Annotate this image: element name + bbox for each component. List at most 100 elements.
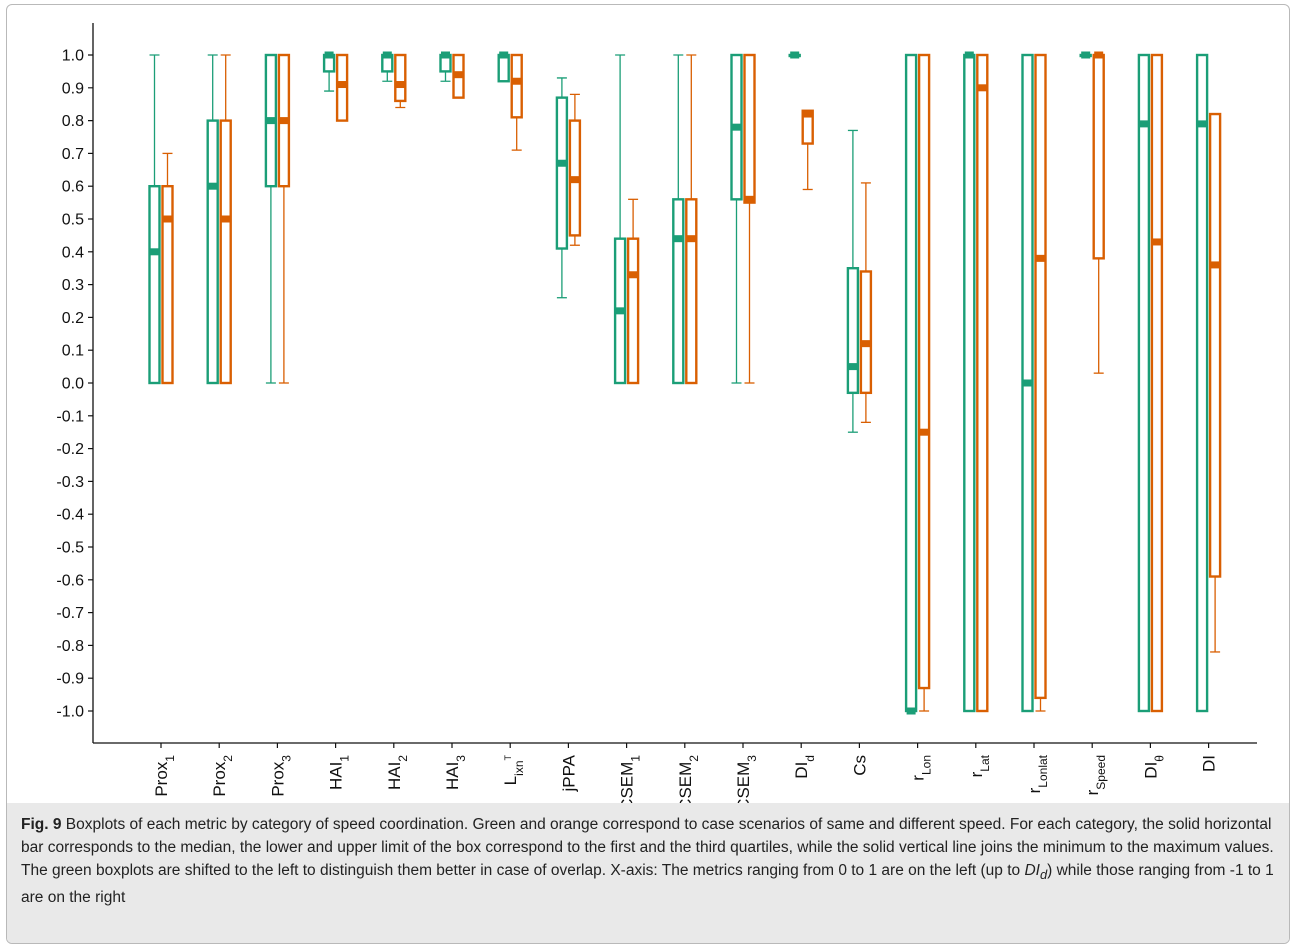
box (917, 53, 931, 690)
box-inner (921, 57, 927, 686)
category-label-subscript: Lonlat (1036, 754, 1050, 787)
category-label: rSpeed (1083, 755, 1108, 795)
box (976, 53, 989, 713)
category-label-subscript: Lon (920, 755, 934, 775)
median-marker (977, 84, 987, 92)
boxplots (148, 51, 1222, 715)
median-marker (1036, 254, 1045, 262)
median-marker (1094, 51, 1104, 59)
median-marker (499, 51, 509, 59)
category-label-subscript: Speed (1094, 755, 1108, 790)
category-label-subscript: 2 (396, 755, 410, 762)
median-marker (628, 271, 638, 279)
category-label-base: DI (792, 762, 811, 779)
median-marker (1197, 120, 1207, 128)
category-label-base: jPPA (559, 754, 578, 792)
box (1137, 53, 1151, 713)
category-label-base: DI (1141, 762, 1160, 779)
box-inner (1037, 57, 1044, 696)
box-inner (688, 201, 694, 381)
box (1150, 53, 1164, 713)
median-marker (512, 77, 522, 85)
median-marker (570, 176, 580, 184)
box-inner (514, 57, 520, 116)
category-label: HAI2 (385, 755, 410, 790)
box (685, 198, 698, 385)
y-tick-label: -0.4 (56, 507, 84, 524)
box (161, 184, 174, 385)
category-label-base: Prox (268, 761, 287, 796)
median-marker (906, 707, 916, 715)
median-marker (279, 117, 289, 125)
box (510, 53, 523, 119)
box (672, 198, 685, 385)
caption-text: Boxplots of each metric by category of s… (21, 816, 1274, 879)
median-marker (1081, 51, 1091, 59)
category-label: HAI1 (327, 755, 352, 790)
box (963, 53, 976, 713)
caption-italic-sub: d (1039, 867, 1048, 883)
box-inner (397, 57, 403, 99)
category-label-subscript: ixn (512, 761, 526, 776)
category-label-base: CSEM (676, 762, 695, 803)
category-label-subscript: 1 (163, 755, 177, 762)
median-marker (441, 51, 450, 59)
category-label: DId (792, 755, 817, 779)
box (394, 53, 407, 103)
y-tick-label: -0.9 (56, 671, 84, 688)
category-label: jPPA (559, 754, 578, 792)
y-tick-label: -0.7 (56, 605, 84, 622)
y-tick-label: -0.8 (56, 638, 84, 655)
y-tick-label: 0.6 (62, 179, 84, 196)
median-marker (1210, 261, 1220, 269)
y-tick-label: 0.3 (62, 277, 84, 294)
median-marker (919, 428, 929, 436)
median-marker (673, 235, 683, 243)
category-label-base: r (967, 771, 986, 777)
box-inner (222, 122, 229, 381)
caption-italic-term: DId (1024, 862, 1048, 883)
category-label: DI (1200, 755, 1219, 772)
y-tick-label: 0.0 (62, 376, 84, 393)
category-label-subscript: 1 (629, 755, 643, 762)
category-label: rLat (967, 754, 992, 777)
caption-panel: Fig. 9 Boxplots of each metric by catego… (7, 803, 1289, 943)
category-label-base: Prox (210, 761, 229, 796)
box (555, 96, 569, 250)
box (743, 53, 756, 204)
category-label: CSEM2 (676, 755, 701, 803)
median-marker (848, 363, 858, 371)
box (859, 270, 873, 395)
figure-caption: Fig. 9 Boxplots of each metric by catego… (21, 813, 1277, 909)
box-inner (863, 273, 869, 391)
median-marker (266, 117, 276, 125)
box-inner (1141, 57, 1147, 709)
y-tick-label: -0.3 (56, 474, 84, 491)
category-label: Prox1 (152, 755, 177, 797)
box (148, 184, 161, 385)
category-label-base: r (1025, 787, 1044, 793)
category-label-base: L (501, 776, 520, 785)
y-tick-label: 0.5 (62, 212, 84, 229)
category-label: HAI3 (443, 755, 468, 790)
box (497, 53, 510, 83)
category-label: rLonlat (1025, 754, 1050, 793)
median-marker (1139, 120, 1149, 128)
category-label-base: HAI (443, 762, 462, 790)
category-label: Prox3 (268, 755, 293, 797)
box-inner (979, 57, 985, 709)
category-label-base: CSEM (618, 762, 637, 803)
median-marker (964, 51, 974, 59)
category-label-subscript: 2 (221, 755, 235, 762)
box-inner (164, 188, 171, 381)
median-marker (395, 81, 405, 89)
median-marker (790, 51, 800, 59)
category-label-base: CSEM (734, 762, 753, 803)
median-marker (208, 182, 218, 190)
category-label-base: HAI (385, 762, 404, 790)
box-inner (630, 240, 636, 381)
y-tick-label: -0.5 (56, 540, 84, 557)
y-tick-label: 0.7 (62, 146, 84, 163)
box (219, 119, 232, 385)
